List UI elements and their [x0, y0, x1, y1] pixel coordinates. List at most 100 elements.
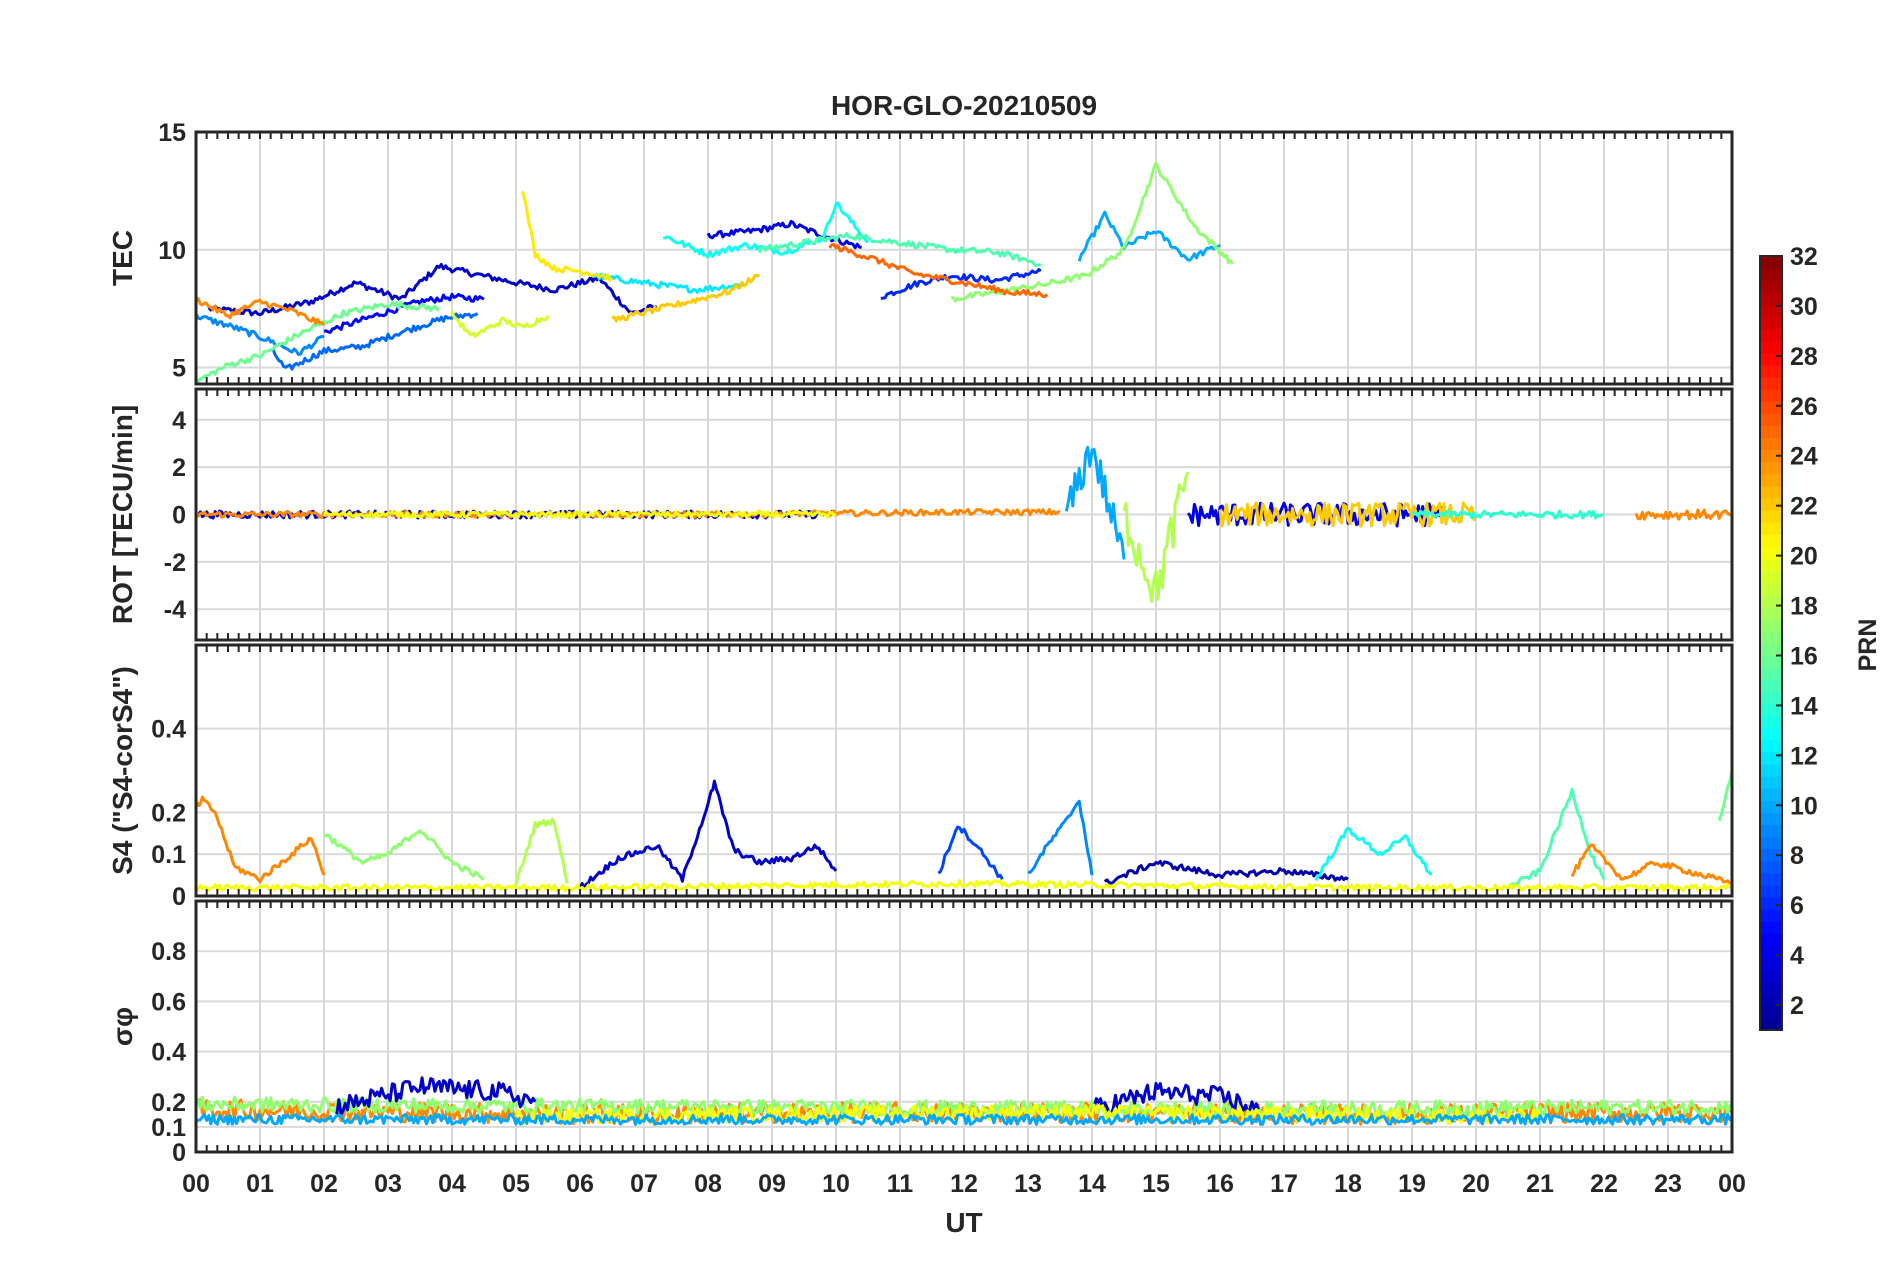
- series-line-prn-3: [1090, 1081, 1260, 1116]
- colorbar-segment: [1760, 679, 1782, 692]
- series-line-prn-24: [196, 795, 326, 884]
- colorbar-segment: [1760, 461, 1782, 475]
- series-line-prn-22: [611, 273, 760, 323]
- y-tick-label: 4: [172, 407, 186, 435]
- colorbar-segment: [1760, 364, 1782, 378]
- series-line-prn-15: [1506, 787, 1606, 891]
- series-line-prn-15: [757, 231, 1042, 268]
- series-line-prn-9: [1028, 799, 1094, 876]
- x-tick-label: 08: [694, 1170, 722, 1198]
- colorbar-segment: [1760, 606, 1782, 620]
- colorbar-segment: [1760, 727, 1782, 741]
- y-tick-label: 0.4: [151, 716, 186, 744]
- colorbar-segment: [1760, 292, 1782, 305]
- x-tick-label: 09: [758, 1170, 786, 1198]
- y-tick-label: 0.1: [151, 1114, 186, 1142]
- y-tick-label: 0.6: [151, 988, 186, 1016]
- x-tick-label: 17: [1270, 1170, 1298, 1198]
- x-tick-label: 22: [1590, 1170, 1618, 1198]
- panel-s4-series: [196, 770, 1732, 893]
- colorbar-segment: [1760, 1017, 1782, 1031]
- y-tick-label: 0.2: [151, 799, 186, 827]
- colorbar-label: PRN: [1854, 619, 1882, 672]
- colorbar-segment: [1760, 691, 1782, 705]
- y-tick-label: 0.1: [151, 841, 186, 869]
- colorbar-segment: [1760, 509, 1782, 523]
- colorbar-segment: [1760, 630, 1782, 644]
- colorbar-segment: [1760, 969, 1782, 983]
- y-tick-label: 0: [172, 502, 186, 530]
- panel-rot-ylabel: ROT [TECU/min]: [107, 405, 138, 624]
- y-tick-label: 0.2: [151, 1089, 186, 1117]
- colorbar-segment: [1760, 993, 1782, 1007]
- colorbar-frame: [1759, 255, 1783, 1031]
- colorbar-tick-label: 18: [1790, 593, 1818, 621]
- colorbar-tick-label: 24: [1790, 443, 1818, 471]
- colorbar-tick-label: 30: [1790, 293, 1818, 321]
- series-line-prn-7: [937, 825, 1004, 880]
- colorbar-segment: [1760, 751, 1782, 765]
- y-tick-label: -4: [164, 596, 186, 624]
- panel-tec-frame: [194, 130, 1734, 386]
- colorbar-segment: [1760, 945, 1782, 959]
- colorbar-segment: [1760, 497, 1782, 511]
- colorbar-tick-label: 32: [1790, 243, 1818, 271]
- x-tick-label: 14: [1078, 1170, 1106, 1198]
- series-line-prn-20: [322, 510, 837, 519]
- panel-rot-series: [196, 445, 1732, 604]
- y-tick-label: 5: [172, 355, 186, 383]
- colorbar-segment: [1760, 655, 1782, 668]
- colorbar-segment: [1760, 256, 1782, 269]
- series-line-prn-24: [1634, 508, 1732, 521]
- series-line-prn-18: [1122, 471, 1190, 604]
- colorbar-segment: [1760, 981, 1782, 995]
- x-tick-labels: 00 01 02 03 04 05 06 07 08 09 10 11 12 13 14 15 16 17 18 19…: [182, 1170, 1746, 1198]
- colorbar-segment: [1760, 389, 1782, 402]
- x-tick-label: 00: [1718, 1170, 1746, 1198]
- x-tick-label: 20: [1462, 1170, 1490, 1198]
- x-tick-label: 05: [502, 1170, 530, 1198]
- colorbar-segment: [1760, 618, 1782, 632]
- colorbar-tick-label: 10: [1790, 792, 1818, 820]
- x-axis-label: UT: [945, 1207, 982, 1238]
- colorbar-segment: [1760, 860, 1782, 874]
- panel-tec-series: [196, 161, 1235, 384]
- colorbar-segment: [1760, 558, 1782, 572]
- y-tick-label: -2: [164, 549, 186, 577]
- panel-rot: -4 -2 0 2 4 ROT [TECU/min]: [107, 387, 1734, 642]
- x-tick-label: 10: [822, 1170, 850, 1198]
- series-line-prn-3: [335, 1076, 537, 1117]
- panel-s4-ylabel: S4 ("S4-corS4"): [107, 666, 138, 875]
- x-tick-label: 18: [1334, 1170, 1362, 1198]
- colorbar-segment: [1760, 703, 1782, 717]
- colorbar-segment: [1760, 534, 1782, 547]
- series-line-prn-24: [1570, 843, 1732, 886]
- x-tick-label: 02: [310, 1170, 338, 1198]
- colorbar-tick-label: 20: [1790, 543, 1818, 571]
- colorbar-segment: [1760, 268, 1782, 281]
- colorbar-segment: [1760, 413, 1782, 426]
- colorbar-segment: [1760, 800, 1782, 813]
- panel-sigma-ylabel: σφ: [107, 1007, 138, 1046]
- chart-title: HOR-GLO-20210509: [831, 90, 1097, 121]
- colorbar-segment: [1760, 896, 1782, 910]
- y-tick-label: 2: [172, 454, 186, 482]
- colorbar-segment: [1760, 909, 1782, 922]
- colorbar-segment: [1760, 921, 1782, 934]
- colorbar-segment: [1760, 836, 1782, 850]
- series-line-prn-10: [196, 1112, 1732, 1126]
- x-tick-label: 06: [566, 1170, 594, 1198]
- colorbar-segment: [1760, 485, 1782, 499]
- x-tick-label: 11: [887, 1170, 914, 1198]
- x-tick-label: 13: [1014, 1170, 1042, 1198]
- colorbar-segment: [1760, 316, 1782, 330]
- series-line-prn-16: [196, 300, 440, 384]
- colorbar-tick-label: 14: [1790, 692, 1818, 720]
- x-tick-label: 21: [1526, 1170, 1554, 1198]
- series-line-prn-21: [520, 190, 614, 282]
- series-line-prn-10: [1077, 210, 1221, 262]
- colorbar-segment: [1760, 788, 1782, 801]
- colorbar-segment: [1760, 340, 1782, 354]
- colorbar-segment: [1760, 401, 1782, 414]
